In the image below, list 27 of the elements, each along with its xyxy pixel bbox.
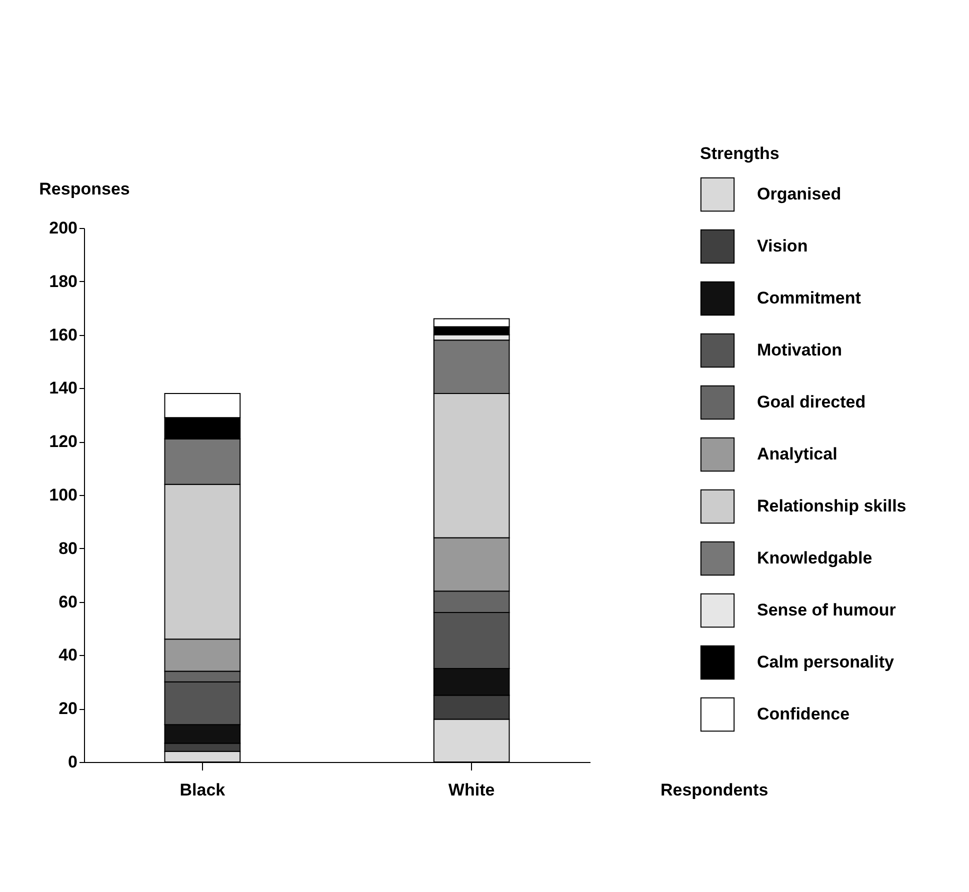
y-tick-label: 200 <box>49 218 78 238</box>
y-axis-title: Responses <box>39 180 130 198</box>
y-tick-label: 60 <box>58 592 78 612</box>
legend-label: Sense of humour <box>757 600 896 620</box>
y-tick-label: 40 <box>58 646 78 665</box>
legend-label: Goal directed <box>757 392 866 412</box>
y-tick-label: 20 <box>58 699 78 718</box>
y-tick-label: 180 <box>49 272 78 291</box>
x-tick-label: White <box>448 780 495 800</box>
y-tick-label: 140 <box>49 378 78 398</box>
y-tick-label: 120 <box>49 432 78 452</box>
legend-label: Commitment <box>757 288 862 308</box>
legend-label: Vision <box>757 236 808 256</box>
y-tick-label: 80 <box>58 538 78 558</box>
y-tick-label: 0 <box>68 752 78 772</box>
y-tick-label: 160 <box>49 325 78 344</box>
legend-title: Strengths <box>700 144 780 163</box>
legend-label: Knowledgable <box>757 548 872 568</box>
legend-label: Confidence <box>757 704 850 724</box>
x-axis-title: Respondents <box>660 780 768 800</box>
legend-label: Relationship skills <box>757 496 906 516</box>
legend-label: Organised <box>757 184 842 204</box>
legend-label: Calm personality <box>757 652 895 672</box>
legend-label: Analytical <box>757 444 838 464</box>
y-tick-label: 100 <box>49 486 78 504</box>
legend-label: Motivation <box>757 340 842 360</box>
x-tick-label: Black <box>180 780 226 800</box>
